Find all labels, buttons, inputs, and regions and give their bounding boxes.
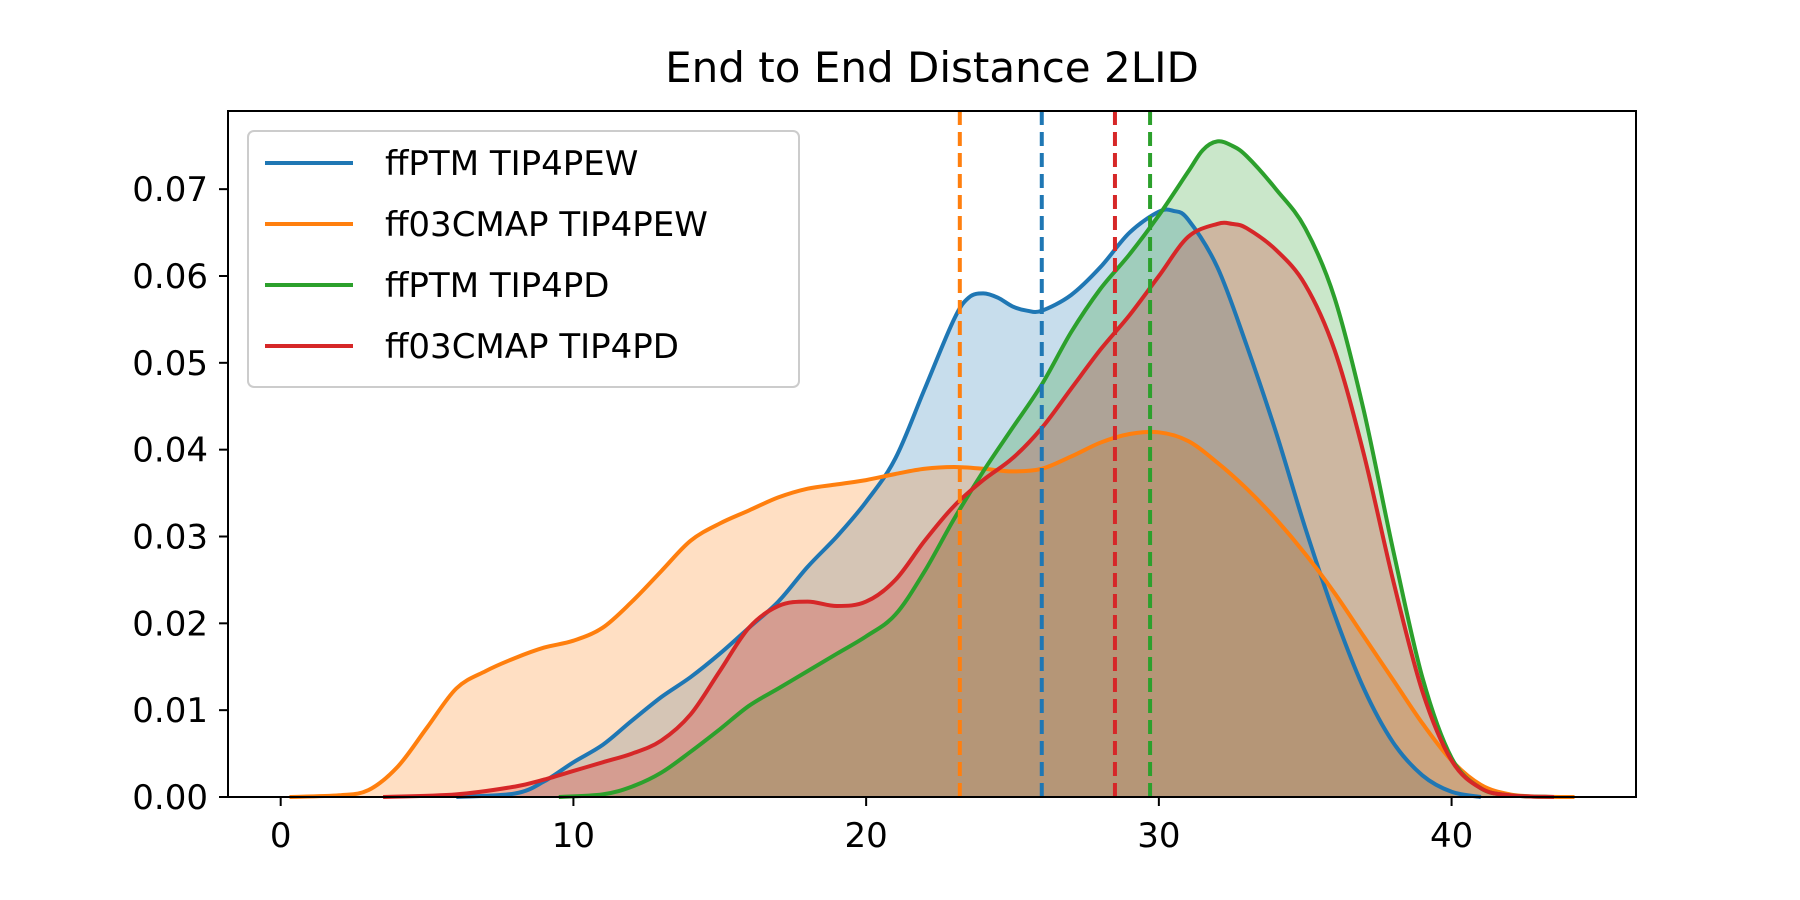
y-axis: 0.00 0.01 0.02 0.03 0.04 0.05 0.06 0.07 [132, 170, 228, 818]
legend-label-ffptm-tip4pew: ffPTM TIP4PEW [385, 144, 638, 184]
y-tick-label: 0.01 [132, 691, 208, 731]
series-line-ffptm-tip4pd [558, 139, 1555, 799]
series-fill-ff03cmap-tip4pd [383, 222, 1555, 797]
legend-box [247, 130, 800, 388]
y-tick-label: 0.06 [132, 257, 208, 297]
x-tick-label: 10 [552, 816, 595, 856]
y-tick-label: 0.07 [132, 170, 208, 210]
density-lines [289, 139, 1575, 799]
legend: ffPTM TIP4PEW ff03CMAP TIP4PEW ffPTM TIP4P… [247, 130, 800, 388]
x-tick-label: 20 [845, 816, 888, 856]
x-axis: 0 10 20 30 40 [270, 797, 1473, 856]
legend-label-ff03cmap-tip4pew: ff03CMAP TIP4PEW [385, 205, 708, 245]
y-tick-label: 0.05 [132, 344, 208, 384]
plot-frame [227, 110, 1637, 798]
series-fill-ffptm-tip4pd [558, 141, 1554, 797]
x-tick-label: 40 [1430, 816, 1473, 856]
legend-label-ff03cmap-tip4pd: ff03CMAP TIP4PD [385, 327, 679, 367]
x-tick-label: 30 [1137, 816, 1180, 856]
legend-label-ffptm-tip4pd: ffPTM TIP4PD [385, 266, 609, 306]
series-fill-ff03cmap-tip4pew [289, 431, 1575, 797]
y-tick-label: 0.00 [132, 778, 208, 818]
mean-lines [957, 111, 1153, 797]
y-tick-label: 0.04 [132, 431, 208, 471]
y-tick-label: 0.03 [132, 517, 208, 557]
x-tick-label: 0 [270, 816, 292, 856]
series-fill-ffptm-tip4pew [456, 209, 1481, 797]
series-line-ff03cmap-tip4pew [289, 429, 1575, 799]
y-tick-label: 0.02 [132, 604, 208, 644]
series-line-ff03cmap-tip4pd [383, 220, 1555, 799]
series-line-ffptm-tip4pew [456, 207, 1482, 799]
chart-title: End to End Distance 2LID [665, 43, 1199, 92]
density-fills [289, 141, 1575, 797]
